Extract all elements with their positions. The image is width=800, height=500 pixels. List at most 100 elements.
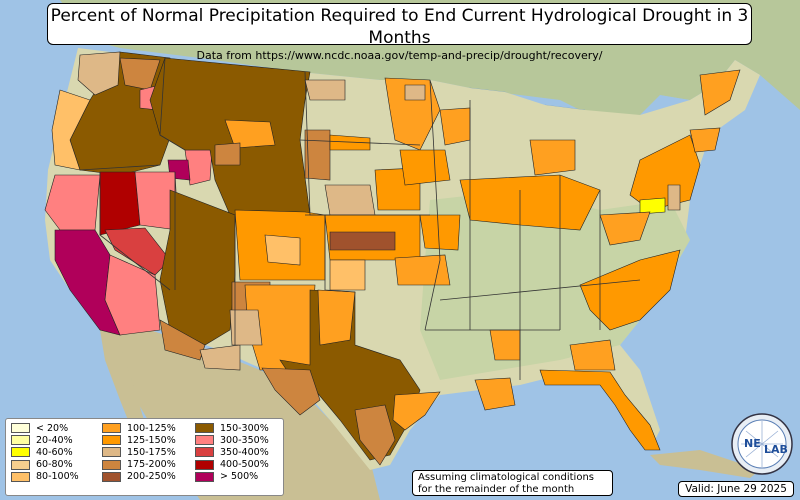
region-100-125-ma — [689, 127, 721, 153]
legend-label: 80-100% — [36, 471, 79, 483]
valid-date: Valid: June 29 2025 — [678, 481, 794, 497]
logo-text-ne: NE — [744, 437, 761, 450]
legend-swatch — [102, 435, 121, 446]
assumption-line-1: Assuming climatological conditions — [418, 472, 594, 483]
legend-swatch — [11, 447, 30, 458]
legend-item: 200-250% — [102, 471, 176, 483]
legend-swatch — [11, 435, 30, 446]
baja-land — [100, 330, 150, 445]
logo-text-lab: LAB — [764, 443, 788, 456]
legend-swatch — [195, 423, 214, 434]
region-150-175-nm — [229, 309, 263, 346]
region-100-125-ok-east — [394, 254, 451, 286]
region-100-125-fl — [539, 369, 661, 451]
legend-swatch — [102, 459, 121, 470]
legend-item: 150-300% — [195, 422, 269, 434]
legend-item: 350-400% — [195, 446, 269, 458]
region-100-125-ne-states — [699, 69, 741, 116]
region-175-200-ok — [329, 231, 396, 251]
region-175-200-ne-west — [304, 129, 331, 181]
map-title: Percent of Normal Precipitation Required… — [50, 6, 749, 48]
legend-column-1: < 20% 20-40% 40-60% 60-80% 80-100% — [11, 422, 79, 483]
legend-swatch — [195, 447, 214, 458]
region-80-100-ok — [329, 259, 366, 291]
legend: < 20% 20-40% 40-60% 60-80% 80-100% 100-125% 1… — [5, 418, 284, 496]
legend-label: 20-40% — [36, 434, 73, 446]
legend-item: 80-100% — [11, 471, 79, 483]
region-100-125-wi — [439, 107, 471, 146]
legend-label: 200-250% — [127, 471, 176, 483]
region-100-125-mo — [419, 214, 461, 251]
region-175-200-az — [159, 319, 206, 361]
legend-column-3: 150-300% 300-350% 350-400% 400-500% > 500% — [195, 422, 269, 483]
region-100-125-la — [474, 377, 516, 411]
region-150-175-mn — [404, 84, 426, 101]
legend-label: 400-500% — [220, 459, 269, 471]
region-100-125-nc-sc — [579, 249, 681, 331]
legend-label: 175-200% — [127, 459, 176, 471]
legend-column-2: 100-125% 125-150% 150-175% 175-200% 200-250% — [102, 422, 176, 483]
region-100-125-mt — [224, 119, 276, 149]
legend-swatch — [102, 423, 121, 434]
region-100-125-tx-coast — [392, 391, 441, 431]
legend-item: 125-150% — [102, 434, 176, 446]
legend-label: 350-400% — [220, 446, 269, 458]
legend-label: > 500% — [220, 471, 259, 483]
legend-swatch — [11, 459, 30, 470]
legend-swatch — [195, 471, 214, 482]
legend-item: 300-350% — [195, 434, 269, 446]
region-175-200-tx-west — [261, 367, 321, 416]
legend-item: 20-40% — [11, 434, 79, 446]
legend-swatch — [195, 435, 214, 446]
region-150-175-wa — [77, 51, 121, 96]
legend-swatch — [102, 447, 121, 458]
legend-label: 125-150% — [127, 434, 176, 446]
legend-swatch — [102, 471, 121, 482]
assumption-note: Assuming climatological conditions for t… — [412, 470, 613, 496]
region-300-350-socal — [104, 254, 161, 336]
region-100-125-mi — [529, 139, 576, 176]
region-100-125-tx-panhandle — [317, 289, 356, 346]
region-150-175-de — [667, 184, 681, 211]
map-subtitle: Data from https://www.ncdc.noaa.gov/temp… — [196, 49, 603, 62]
legend-item: > 500% — [195, 471, 269, 483]
legend-item: 175-200% — [102, 459, 176, 471]
region-100-125-sd — [329, 134, 371, 151]
legend-item: 100-125% — [102, 422, 176, 434]
mexico-land — [95, 320, 380, 500]
legend-label: 100-125% — [127, 422, 176, 434]
legend-label: 150-175% — [127, 446, 176, 458]
region-100-125-ia — [399, 149, 451, 186]
region-80-100-co — [264, 234, 301, 266]
region-175-200-wy — [214, 142, 241, 166]
legend-swatch — [195, 459, 214, 470]
region-40-60-md — [639, 197, 666, 215]
legend-swatch — [11, 423, 30, 434]
title-box: Percent of Normal Precipitation Required… — [47, 3, 752, 62]
region-150-175-nd — [304, 79, 346, 101]
region-175-200-tx-south — [354, 404, 396, 466]
legend-item: < 20% — [11, 422, 79, 434]
assumption-line-2: for the remainder of the month — [418, 484, 575, 495]
region-400-500-nv — [99, 171, 141, 236]
region-150-175-ks — [324, 184, 376, 216]
legend-label: 40-60% — [36, 446, 73, 458]
region-100-125-ny-pa — [629, 134, 701, 211]
region-100-125-ga — [569, 339, 616, 371]
legend-item: 60-80% — [11, 459, 79, 471]
region-150-300-ut-az — [159, 189, 236, 346]
state-borders — [79, 57, 641, 380]
legend-label: < 20% — [36, 422, 69, 434]
legend-label: 300-350% — [220, 434, 269, 446]
nexlab-logo: NE LAB — [731, 413, 793, 475]
legend-label: 150-300% — [220, 422, 269, 434]
legend-item: 400-500% — [195, 459, 269, 471]
region-100-125-ms — [489, 329, 521, 361]
legend-swatch — [11, 471, 30, 482]
cuba-land — [650, 450, 760, 478]
region-150-175-az — [199, 344, 241, 371]
legend-item: 150-175% — [102, 446, 176, 458]
region-100-125-va — [599, 211, 651, 246]
legend-item: 40-60% — [11, 446, 79, 458]
